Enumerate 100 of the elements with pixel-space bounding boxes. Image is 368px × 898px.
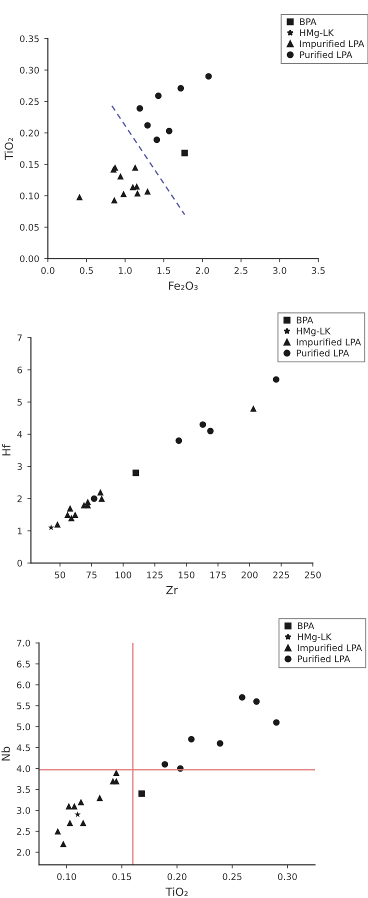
point <box>64 511 71 518</box>
point <box>250 405 257 412</box>
y-tick-label: 6.5 <box>16 660 30 668</box>
point <box>97 488 104 496</box>
point <box>71 802 78 810</box>
point <box>155 92 162 100</box>
y-tick-label: 6 <box>17 366 22 374</box>
x-tick-label: 150 <box>178 572 194 578</box>
x-tick-label: 250 <box>304 572 321 578</box>
legend-label: Impurified LPA <box>298 644 362 653</box>
point <box>178 85 184 92</box>
point <box>96 794 103 802</box>
point <box>166 128 172 134</box>
y-tick-label: 5 <box>18 398 22 406</box>
legend-label: Purified LPA <box>298 655 350 662</box>
point <box>111 196 118 204</box>
point <box>181 150 188 156</box>
point <box>176 437 182 444</box>
point <box>162 761 168 768</box>
y-tick-label: 7.0 <box>17 640 30 647</box>
legend-label: Impurified LPA <box>296 338 361 348</box>
y-tick-label: 6.0 <box>16 682 30 688</box>
y-tick-label: 0.00 <box>20 255 39 262</box>
point <box>84 498 92 506</box>
point <box>76 194 83 200</box>
y-tick-label: 5.5 <box>17 702 30 710</box>
y-tick-label: 3.5 <box>17 786 30 793</box>
point <box>273 719 280 726</box>
y-tick-label: 4.0 <box>16 765 30 772</box>
x-tick-label: 0.0 <box>41 267 54 274</box>
x-tick-label: 0.15 <box>112 873 132 880</box>
x-tick-label: 3.5 <box>312 267 325 274</box>
point <box>80 820 86 826</box>
point <box>54 521 61 528</box>
x-axis-title: TiO₂ <box>166 887 188 896</box>
point <box>54 828 62 835</box>
point <box>90 495 98 502</box>
y-axis-title: Nb <box>1 746 10 760</box>
x-tick-label: 3.0 <box>273 267 286 274</box>
point <box>72 511 78 518</box>
point <box>132 470 140 476</box>
y-axis-title: TiO₂ <box>4 138 14 160</box>
point <box>272 376 280 383</box>
y-tick-label: 5.0 <box>17 723 30 730</box>
x-tick-label: 2.0 <box>196 267 209 274</box>
y-tick-label: 3.0 <box>17 807 30 814</box>
y-tick-label: 0.20 <box>20 130 39 136</box>
x-tick-label: 0.30 <box>278 873 297 880</box>
y-tick-label: 0.30 <box>20 66 39 74</box>
point <box>66 820 74 826</box>
point <box>66 802 72 810</box>
x-tick-label: 225 <box>273 572 290 578</box>
y-tick-label: 0 <box>17 560 22 567</box>
y-tick-label: 0.05 <box>20 224 39 231</box>
legend-label: Purified LPA <box>300 51 352 58</box>
x-tick-label: 1.0 <box>118 267 132 274</box>
point <box>238 694 246 701</box>
point <box>113 769 120 776</box>
point <box>138 790 145 797</box>
point <box>136 105 144 112</box>
x-tick-label: 2.5 <box>234 267 248 274</box>
legend-label: BPA <box>298 622 314 630</box>
point <box>132 164 138 171</box>
point <box>98 495 105 502</box>
y-tick-label: 1 <box>18 528 22 534</box>
point <box>113 778 120 784</box>
x-tick-label: 125 <box>147 572 163 578</box>
legend-label: HMg-LK <box>298 634 332 642</box>
point <box>207 428 214 434</box>
point <box>120 190 127 198</box>
point <box>144 188 151 195</box>
point <box>205 73 212 80</box>
point <box>253 698 260 705</box>
x-tick-label: 0.20 <box>168 873 186 880</box>
point <box>48 524 54 530</box>
x-tick-label: 0.5 <box>80 267 93 274</box>
y-tick-label: 3 <box>18 463 22 470</box>
x-axis-title: Zr <box>166 586 178 594</box>
y-tick-label: 0.35 <box>20 35 39 42</box>
point <box>216 740 224 747</box>
y-axis-title: Hf <box>2 444 10 456</box>
point <box>188 736 195 742</box>
x-axis-title: Fe₂O₃ <box>169 281 198 290</box>
y-tick-label: 7 <box>18 334 22 342</box>
x-tick-label: 0.25 <box>222 873 242 880</box>
y-tick-label: 2 <box>17 495 22 502</box>
x-tick-label: 75 <box>86 572 97 578</box>
x-tick-label: 100 <box>116 572 132 578</box>
x-tick-label: 50 <box>54 572 66 578</box>
point <box>154 136 160 144</box>
legend-label: HMg-LK <box>300 29 334 38</box>
x-tick-label: 1.5 <box>158 267 170 274</box>
y-tick-label: 2.0 <box>16 848 30 856</box>
point <box>74 811 81 818</box>
legend-label: HMg-LK <box>296 328 331 336</box>
legend-label: Purified LPA <box>296 349 350 356</box>
x-tick-label: 0.10 <box>57 873 76 880</box>
y-tick-label: 0.10 <box>20 192 39 200</box>
point <box>117 173 124 180</box>
y-tick-label: 0.25 <box>20 98 39 106</box>
